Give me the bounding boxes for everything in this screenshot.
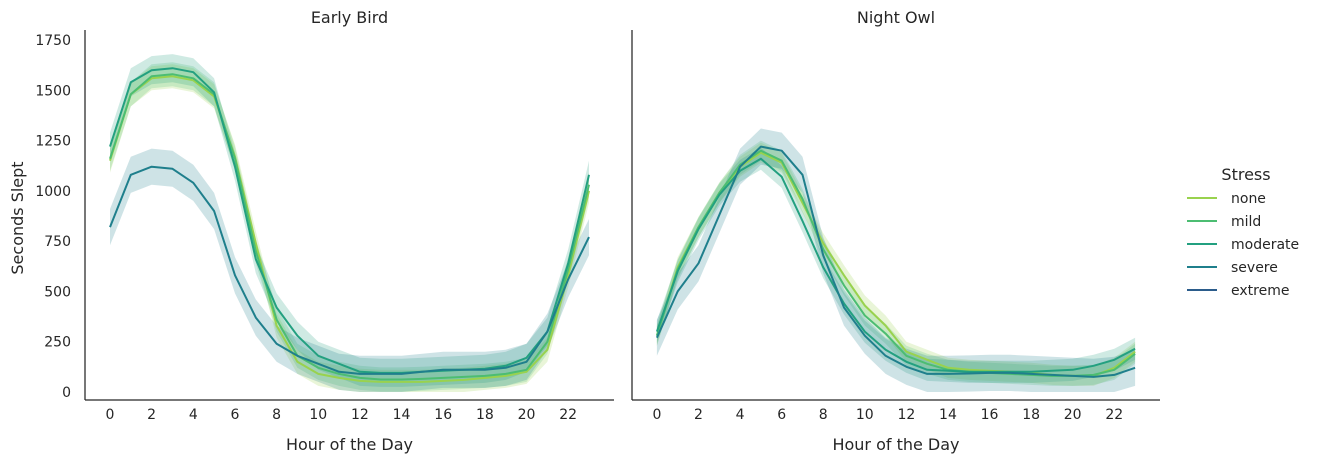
confidence-band-moderate bbox=[656, 147, 1136, 383]
legend: Stress none mild moderate severe extreme bbox=[1187, 165, 1299, 299]
confidence-band-mild bbox=[656, 140, 1136, 386]
panel-title: Night Owl bbox=[857, 8, 935, 27]
x-tick-label: 4 bbox=[189, 407, 198, 423]
panel-title: Early Bird bbox=[311, 8, 388, 27]
y-tick-label: 250 bbox=[44, 335, 71, 351]
x-tick-label: 16 bbox=[434, 407, 452, 423]
series-line-mild bbox=[109, 73, 590, 381]
series-line-none bbox=[109, 75, 590, 383]
confidence-band-moderate bbox=[110, 54, 589, 387]
y-tick-label: 1250 bbox=[35, 134, 71, 150]
x-tick-label: 20 bbox=[1064, 407, 1082, 423]
x-axis-label: Hour of the Day bbox=[832, 435, 959, 454]
series-line-severe bbox=[655, 145, 1136, 378]
x-tick-label: 12 bbox=[897, 407, 915, 423]
x-tick-label: 6 bbox=[230, 407, 239, 423]
x-tick-label: 14 bbox=[393, 407, 411, 423]
series-line-severe bbox=[109, 165, 590, 375]
confidence-band-severe bbox=[656, 128, 1136, 392]
x-tick-label: 12 bbox=[351, 407, 369, 423]
x-tick-label: 14 bbox=[939, 407, 957, 423]
x-tick-label: 16 bbox=[981, 407, 999, 423]
y-tick-label: 750 bbox=[44, 234, 71, 250]
x-tick-label: 20 bbox=[518, 407, 536, 423]
x-tick-label: 2 bbox=[147, 407, 156, 423]
legend-label-severe: severe bbox=[1231, 260, 1278, 276]
x-tick-label: 10 bbox=[856, 407, 874, 423]
x-tick-label: 2 bbox=[694, 407, 703, 423]
x-tick-label: 6 bbox=[777, 407, 786, 423]
legend-label-extreme: extreme bbox=[1231, 283, 1289, 299]
x-tick-label: 22 bbox=[1105, 407, 1123, 423]
confidence-band-mild bbox=[110, 62, 589, 392]
legend-label-none: none bbox=[1231, 191, 1266, 207]
legend-title: Stress bbox=[1221, 165, 1270, 184]
x-tick-label: 18 bbox=[476, 407, 494, 423]
y-tick-label: 500 bbox=[44, 284, 71, 300]
x-tick-label: 8 bbox=[819, 407, 828, 423]
x-tick-label: 0 bbox=[652, 407, 661, 423]
series-line-moderate bbox=[109, 67, 590, 374]
y-axis-label: Seconds Slept bbox=[8, 161, 27, 274]
panel-night-owl: 0 2 4 6 8 10 12 14 16 18 20 22 Night Owl Hour of the … bbox=[631, 8, 1160, 454]
x-tick-label: 0 bbox=[106, 407, 115, 423]
y-tick-label: 1500 bbox=[35, 83, 71, 99]
confidence-band-none bbox=[110, 64, 589, 392]
x-tick-label: 10 bbox=[309, 407, 327, 423]
confidence-band-severe bbox=[110, 148, 589, 392]
y-tick-label: 0 bbox=[62, 385, 71, 401]
legend-label-mild: mild bbox=[1231, 214, 1261, 230]
x-tick-label: 22 bbox=[559, 407, 577, 423]
x-tick-label: 18 bbox=[1022, 407, 1040, 423]
x-axis-label: Hour of the Day bbox=[286, 435, 413, 454]
y-tick-label: 1750 bbox=[35, 33, 71, 49]
x-tick-label: 8 bbox=[272, 407, 281, 423]
y-tick-label: 1000 bbox=[35, 184, 71, 200]
x-tick-label: 4 bbox=[736, 407, 745, 423]
panel-early-bird: 0 2 4 6 8 10 12 14 16 18 20 22 0 250 500 750 1000 1250 150… bbox=[35, 8, 614, 454]
legend-label-moderate: moderate bbox=[1231, 237, 1299, 253]
legend-items: none mild moderate severe extreme bbox=[1187, 191, 1299, 299]
